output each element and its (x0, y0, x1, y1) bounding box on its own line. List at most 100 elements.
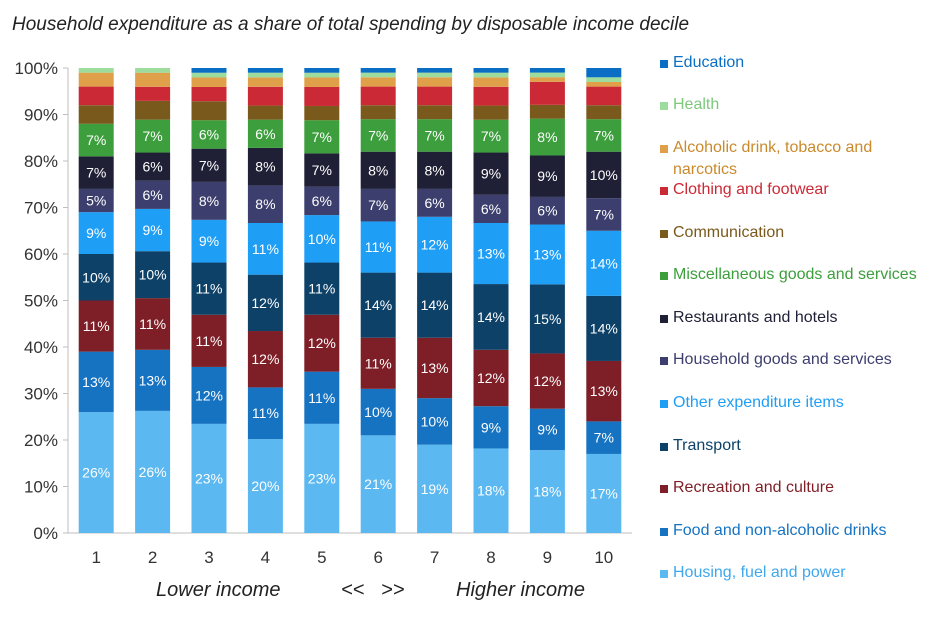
legend-swatch (660, 315, 668, 323)
data-label: 14% (590, 320, 618, 336)
x-tick-label: 7 (430, 548, 439, 567)
bar-segment (304, 215, 340, 263)
legend-swatch (660, 145, 668, 153)
bar-segment (473, 72, 509, 78)
bar-segment (247, 86, 283, 106)
data-label: 9% (481, 166, 501, 182)
data-label: 7% (199, 157, 219, 173)
bars (78, 68, 622, 533)
data-label: 10% (590, 167, 618, 183)
y-tick-label: 10% (24, 478, 58, 497)
data-label: 9% (481, 419, 501, 435)
data-label: 13% (590, 383, 618, 399)
bar-segment (360, 272, 396, 338)
bar-segment (586, 360, 622, 422)
x-tick-label: 6 (373, 548, 382, 567)
data-label: 10% (308, 231, 336, 247)
bar-segment (304, 72, 340, 78)
data-label: 10% (364, 404, 392, 420)
legend-swatch (660, 400, 668, 408)
data-label: 7% (594, 206, 614, 222)
legend-swatch (660, 187, 668, 195)
lower-income-annotation: Lower income (156, 579, 281, 601)
legend-swatch (660, 443, 668, 451)
data-label: 7% (481, 128, 501, 144)
legend-label: Alcoholic drink, tobacco and narcotics (673, 139, 873, 178)
data-label: 11% (83, 318, 110, 334)
bar-segment (247, 387, 283, 440)
bar-segment (417, 216, 453, 273)
data-label: 8% (368, 162, 388, 178)
bar-segment (529, 450, 565, 533)
x-tick-label: 8 (486, 548, 495, 567)
bar-segment (360, 188, 396, 222)
data-label: 6% (312, 193, 332, 209)
bar-segment (586, 81, 622, 87)
y-tick-label: 60% (24, 245, 58, 264)
bar-segment (304, 68, 340, 73)
bar-segment (304, 105, 340, 121)
bar-segment (529, 408, 565, 451)
bar-segment (135, 410, 171, 533)
data-label: 9% (86, 225, 106, 241)
bar-segment (417, 151, 453, 189)
legend-swatch (660, 528, 668, 536)
data-label: 6% (199, 126, 219, 142)
chart-title: Household expenditure as a share of tota… (12, 14, 690, 35)
bar-segment (586, 295, 622, 361)
x-tick-label: 10 (594, 548, 613, 567)
legend-label: Transport (673, 437, 741, 454)
bar-segment (586, 86, 622, 106)
data-label: 8% (255, 196, 275, 212)
y-tick-label: 80% (24, 152, 58, 171)
bar-segment (360, 119, 396, 152)
data-label: 11% (196, 281, 223, 297)
bar-segment (78, 72, 114, 87)
data-label: 7% (312, 162, 332, 178)
bar-segment (586, 198, 622, 231)
bar-segment (586, 119, 622, 152)
y-tick-label: 90% (24, 106, 58, 125)
data-label: 18% (533, 484, 561, 500)
bar-segment (473, 86, 509, 106)
bar-segment (191, 219, 227, 263)
data-label: 12% (251, 295, 279, 311)
bar-segment (247, 274, 283, 332)
bar-segment (78, 156, 114, 189)
legend-label: Other expenditure items (673, 394, 844, 411)
data-label: 8% (537, 129, 557, 145)
data-label: 23% (195, 470, 223, 486)
data-label: 7% (368, 197, 388, 213)
data-label: 12% (308, 335, 336, 351)
higher-income-annotation: Higher income (456, 579, 585, 601)
bar-segment (473, 68, 509, 73)
bar-segment (360, 77, 396, 87)
bar-segment (78, 212, 114, 254)
data-label: 12% (195, 387, 223, 403)
data-label: 9% (537, 421, 557, 437)
bar-segment (304, 120, 340, 154)
data-label: 11% (308, 281, 335, 297)
data-label: 7% (142, 128, 162, 144)
x-tick-label: 1 (91, 548, 100, 567)
bar-segment (247, 105, 283, 120)
legend-swatch (660, 230, 668, 238)
bar-segment (135, 180, 171, 209)
bar-segment (135, 208, 171, 252)
bar-segment (78, 105, 114, 124)
data-label: 13% (477, 246, 505, 262)
bar-segment (304, 77, 340, 87)
legend-label: Education (673, 54, 745, 71)
bar-segment (473, 194, 509, 223)
data-label: 7% (86, 132, 106, 148)
bar-segment (78, 86, 114, 106)
data-label: 8% (199, 193, 219, 209)
data-label: 10% (82, 269, 110, 285)
bar-segment (529, 81, 565, 105)
bar-segment (586, 151, 622, 199)
data-label: 23% (308, 470, 336, 486)
data-label: 8% (424, 162, 444, 178)
data-label: 10% (421, 413, 449, 429)
x-tick-label: 3 (204, 548, 213, 567)
bar-segment (304, 314, 340, 372)
